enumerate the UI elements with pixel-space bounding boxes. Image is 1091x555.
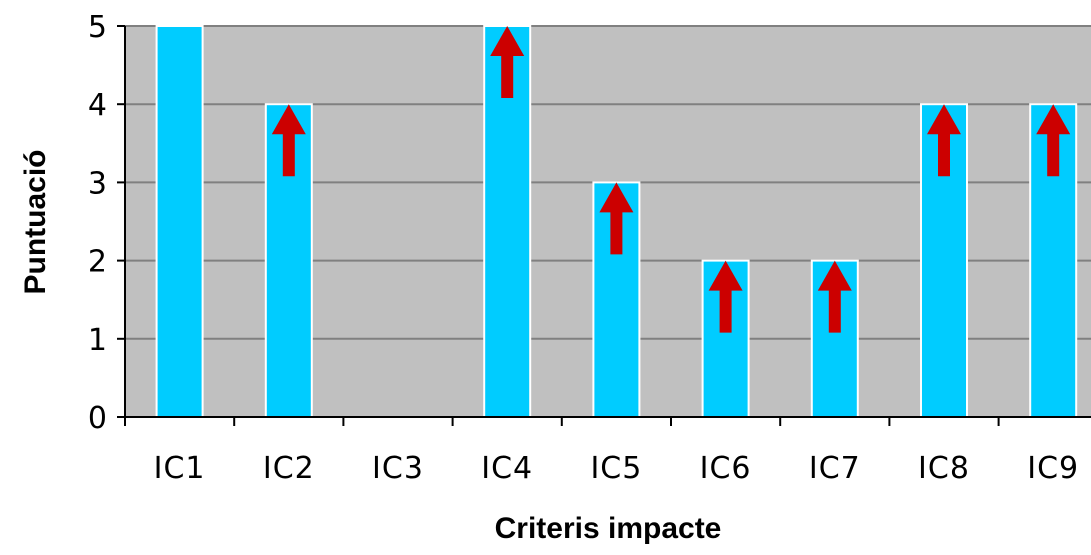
up-arrow-icon <box>708 260 743 333</box>
up-arrows <box>271 26 1071 333</box>
up-arrow-icon <box>1036 104 1071 177</box>
x-tick-label: IC1 <box>154 451 206 486</box>
y-tick-label: 2 <box>88 245 107 280</box>
x-tick-label: IC2 <box>263 451 315 486</box>
y-tick-labels: 0 1 2 3 4 5 <box>88 10 107 436</box>
y-axis-title: Puntuació <box>19 149 52 294</box>
y-tick-label: 3 <box>88 166 107 201</box>
y-tick-label: 0 <box>88 401 107 436</box>
x-tick-label: IC7 <box>809 451 861 486</box>
up-arrow-icon <box>271 104 306 177</box>
x-category-labels: IC1 IC2 IC3 IC4 IC5 IC6 IC7 IC8 IC9 <box>154 451 1079 486</box>
y-tick-label: 1 <box>88 323 107 358</box>
y-tick-label: 5 <box>88 10 107 45</box>
x-tick-label: IC6 <box>700 451 752 486</box>
x-tick-label: IC5 <box>590 451 642 486</box>
axes <box>117 25 1091 426</box>
x-axis-title: Criteris impacte <box>495 512 722 545</box>
up-arrow-icon <box>927 104 961 177</box>
bar-ic1 <box>155 25 204 418</box>
x-tick-label: IC8 <box>918 451 970 486</box>
up-arrow-icon <box>817 260 852 333</box>
y-tick-label: 4 <box>88 88 107 123</box>
x-tick-label: IC4 <box>481 451 533 486</box>
x-tick-label: IC9 <box>1027 451 1079 486</box>
x-tick-label: IC3 <box>372 451 424 486</box>
up-arrow-icon <box>599 182 634 255</box>
up-arrow-icon <box>490 26 525 98</box>
